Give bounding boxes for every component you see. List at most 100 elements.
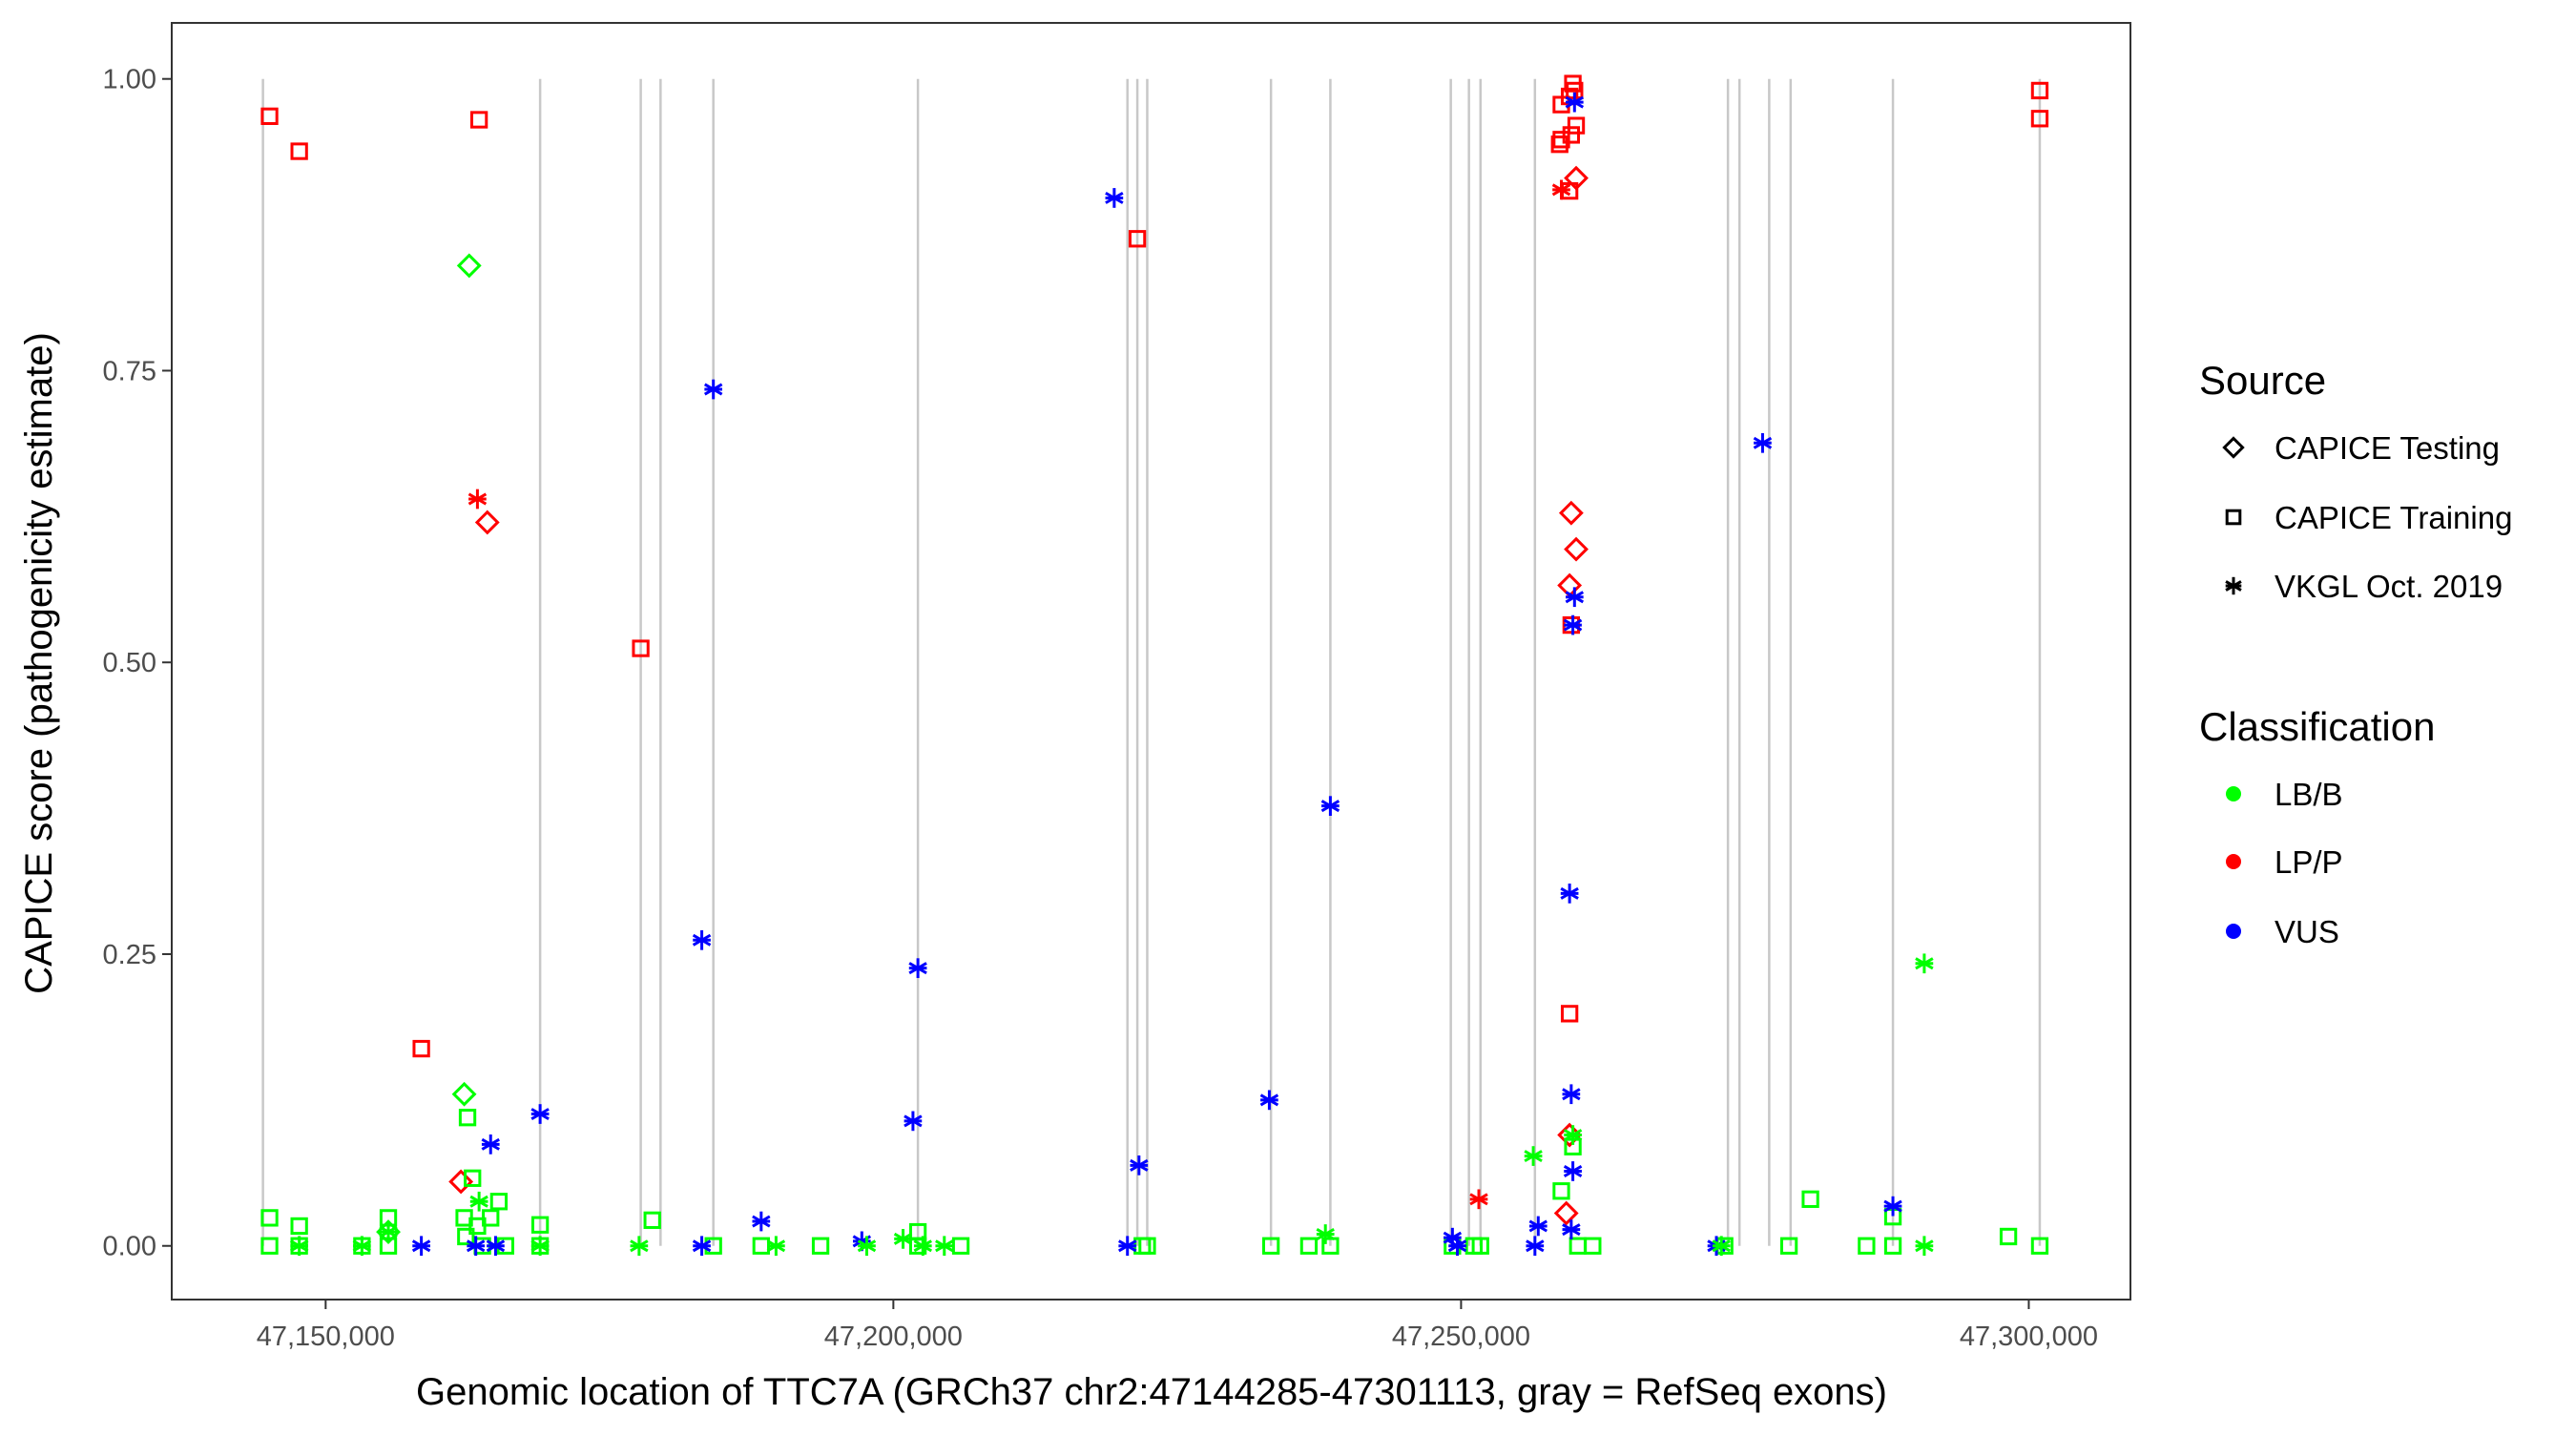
exon-lines	[261, 78, 2042, 1246]
data-point	[1883, 1196, 1902, 1217]
square-marker	[530, 1216, 550, 1234]
data-point	[2030, 110, 2049, 128]
data-point	[1883, 1237, 1902, 1255]
data-point	[951, 1237, 970, 1255]
square-marker	[2225, 509, 2242, 526]
diamond-marker	[1553, 1200, 1579, 1226]
legend-source-label: CAPICE Training	[2275, 500, 2512, 535]
data-point	[1568, 1237, 1587, 1255]
square-marker	[1562, 126, 1581, 144]
x-tick-label: 47,200,000	[824, 1322, 963, 1352]
data-point	[467, 489, 488, 510]
square-marker	[1858, 1237, 1876, 1255]
legend-source-key	[2222, 436, 2245, 459]
y-tick-label: 1.00	[103, 65, 156, 95]
y-tick-label: 0.25	[103, 940, 156, 970]
data-point	[260, 1237, 279, 1255]
data-point	[893, 1229, 913, 1249]
legend-source-key	[2225, 576, 2242, 595]
x-tick-label: 47,250,000	[1392, 1322, 1530, 1352]
data-point	[464, 1169, 482, 1187]
square-marker	[1567, 116, 1586, 135]
legend-class-label: LP/P	[2275, 844, 2343, 880]
square-marker	[468, 1217, 487, 1236]
data-point	[1560, 1005, 1579, 1023]
data-point	[1999, 1227, 2018, 1246]
diamond-marker	[448, 1169, 474, 1195]
data-point	[1801, 1190, 1819, 1208]
x-tick-label: 47,300,000	[1960, 1322, 2098, 1352]
data-point	[703, 379, 723, 400]
legend-source-label: VKGL Oct. 2019	[2275, 569, 2503, 604]
legend-classification-title: Classification	[2199, 704, 2435, 749]
square-marker	[1560, 1005, 1579, 1023]
square-marker	[464, 1169, 482, 1187]
data-point	[1552, 1182, 1570, 1200]
data-point	[1259, 1090, 1279, 1111]
data-point	[752, 1211, 771, 1232]
data-point	[1563, 614, 1583, 635]
data-point	[1128, 230, 1147, 248]
data-point	[1316, 1224, 1335, 1244]
data-point	[466, 1236, 486, 1257]
y-tick-label: 0.75	[103, 356, 156, 386]
legend-class-label: VUS	[2275, 914, 2339, 949]
square-marker	[1471, 1237, 1489, 1255]
data-point	[1320, 796, 1340, 817]
data-point	[474, 510, 500, 535]
data-point	[1524, 1146, 1543, 1166]
data-point	[2030, 81, 2049, 100]
data-point	[1526, 1236, 1545, 1257]
data-point	[1117, 1236, 1137, 1257]
data-point	[469, 111, 488, 129]
square-marker	[643, 1211, 661, 1229]
data-point	[379, 1221, 398, 1242]
x-axis-title: Genomic location of TTC7A (GRCh37 chr2:4…	[416, 1371, 1887, 1413]
square-marker	[1999, 1227, 2018, 1246]
square-marker	[1568, 1237, 1587, 1255]
square-marker	[632, 639, 650, 657]
data-point	[530, 1104, 550, 1124]
square-marker	[1138, 1237, 1156, 1255]
data-point	[260, 1209, 279, 1227]
legend-source-label: CAPICE Testing	[2275, 430, 2500, 466]
data-point	[1562, 1084, 1581, 1105]
data-point	[913, 1236, 933, 1257]
data-point	[1299, 1237, 1319, 1255]
data-point	[2030, 1237, 2049, 1255]
data-point	[1261, 1237, 1280, 1255]
square-marker	[260, 1237, 279, 1255]
data-point	[486, 1236, 506, 1257]
data-point	[1562, 1219, 1581, 1239]
square-marker	[412, 1039, 430, 1058]
data-point	[411, 1236, 431, 1257]
data-point	[1565, 92, 1585, 113]
data-point	[457, 1227, 475, 1246]
data-point	[692, 1236, 712, 1257]
data-points	[260, 74, 2049, 1257]
data-point	[290, 1217, 308, 1236]
data-point	[908, 958, 927, 979]
data-point	[448, 1169, 474, 1195]
legend-class-dot	[2226, 854, 2241, 869]
square-marker	[290, 142, 308, 160]
data-point	[1564, 536, 1589, 562]
data-point	[1562, 126, 1581, 144]
data-point	[811, 1237, 830, 1255]
data-point	[458, 1109, 477, 1127]
data-point	[1915, 1236, 1934, 1257]
square-marker	[951, 1237, 970, 1255]
data-point	[1560, 884, 1579, 904]
data-point	[766, 1236, 786, 1257]
data-point	[692, 929, 712, 950]
square-marker	[2030, 110, 2049, 128]
data-point	[1553, 1200, 1579, 1226]
square-marker	[1550, 135, 1568, 154]
data-point	[352, 1236, 372, 1257]
legend-class-dot	[2226, 786, 2241, 801]
data-point	[1469, 1189, 1488, 1210]
data-point	[1138, 1237, 1156, 1255]
square-marker	[1128, 230, 1147, 248]
data-point	[1471, 1237, 1489, 1255]
